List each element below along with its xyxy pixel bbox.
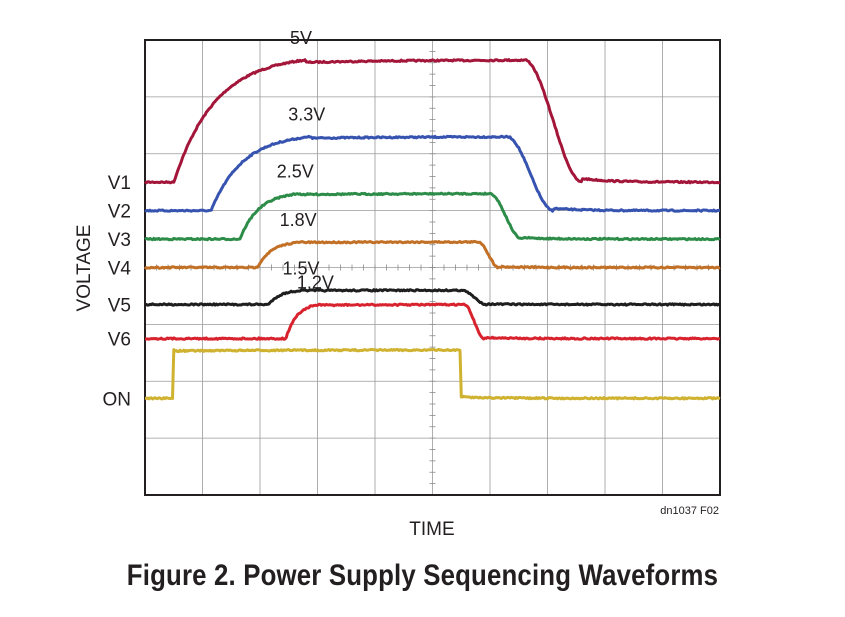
waveform-chart: 5V 3.3V 2.5V 1.8V 1.5V1.2V V1 V2 V3 V4 V5 V6 ON VO… [74, 28, 721, 540]
channel-labels: V1 V2 V3 V4 V5 V6 ON [103, 173, 132, 410]
value-label-v6: 1.2V [297, 272, 334, 292]
channel-label-v1: V1 [108, 173, 131, 194]
value-label-v1: 5V [290, 28, 312, 48]
value-label-v4: 1.8V [280, 210, 317, 230]
value-label-v3: 2.5V [277, 162, 314, 182]
value-label-v5: 1.5V [282, 258, 319, 278]
trace-v2 [144, 134, 721, 213]
trace-v1 [143, 58, 721, 185]
figure-caption: Figure 2. Power Supply Sequencing Wavefo… [126, 559, 719, 592]
trace-v3 [144, 191, 721, 242]
channel-label-v6: V6 [108, 330, 131, 351]
channel-label-v2: V2 [108, 202, 131, 223]
trace-v5 [144, 288, 721, 307]
trace-v6 [144, 302, 721, 341]
y-axis-title: VOLTAGE [74, 225, 95, 312]
channel-label-v5: V5 [108, 295, 131, 316]
traces [143, 58, 721, 401]
channel-label-v4: V4 [108, 259, 132, 280]
trace-value-labels: 5V 3.3V 2.5V 1.8V 1.5V1.2V [277, 28, 334, 293]
trace-on [144, 347, 721, 401]
channel-label-v3: V3 [108, 230, 131, 251]
source-note: dn1037 F02 [660, 505, 719, 517]
value-label-v2: 3.3V [288, 105, 325, 125]
trace-v4 [143, 239, 721, 270]
channel-label-on: ON [103, 389, 132, 410]
x-axis-title: TIME [409, 519, 454, 540]
